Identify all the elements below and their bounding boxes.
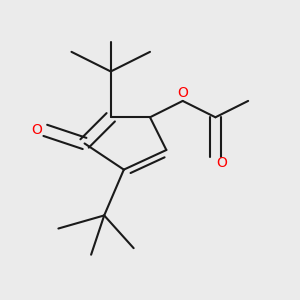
Text: O: O bbox=[32, 123, 43, 137]
Text: O: O bbox=[217, 156, 227, 170]
Text: O: O bbox=[177, 86, 188, 100]
